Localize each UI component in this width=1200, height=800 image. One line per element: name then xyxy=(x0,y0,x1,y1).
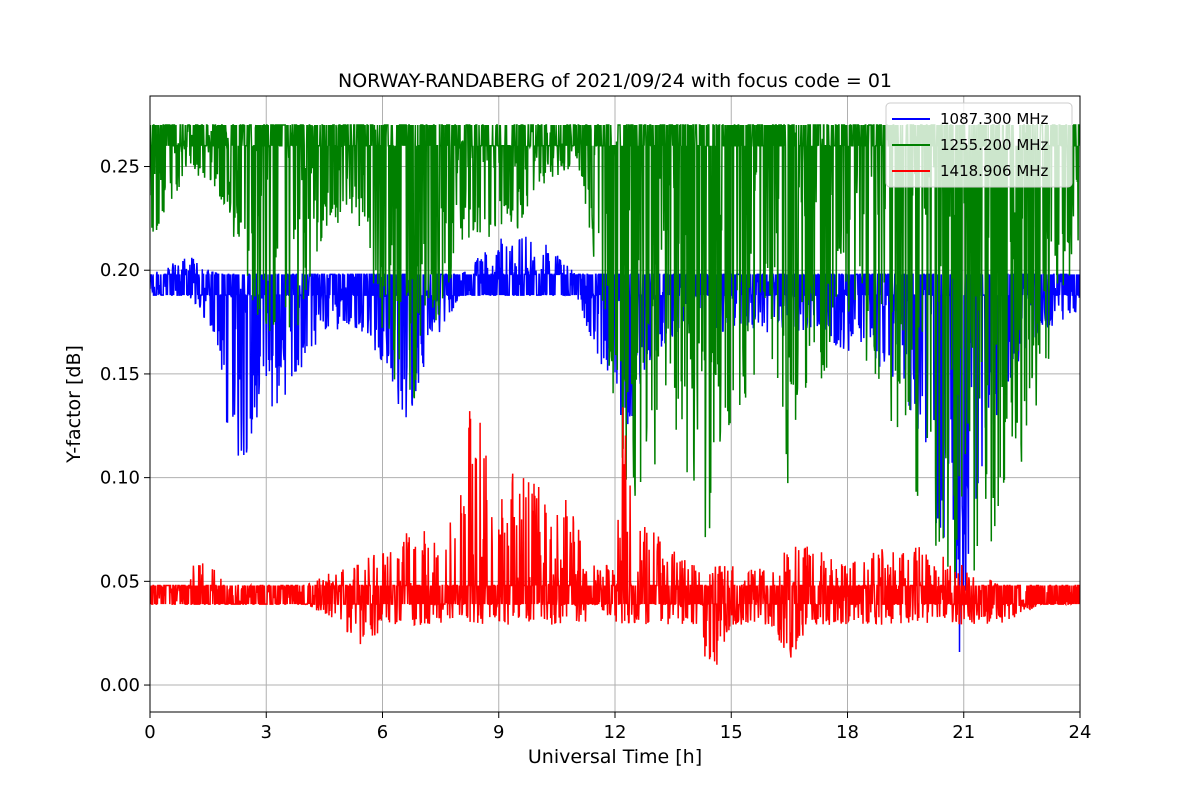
x-tick-label: 9 xyxy=(493,722,504,743)
chart-title: NORWAY-RANDABERG of 2021/09/24 with focu… xyxy=(338,70,892,92)
legend-label: 1087.300 MHz xyxy=(940,110,1049,128)
y-tick-label: 0.00 xyxy=(100,675,140,696)
series-line-2 xyxy=(150,407,1080,665)
y-tick-label: 0.20 xyxy=(100,260,140,281)
y-axis: 0.00 0.05 0.10 0.15 0.20 0.25 xyxy=(100,157,150,696)
y-tick-label: 0.05 xyxy=(100,571,140,592)
legend-label: 1255.200 MHz xyxy=(940,136,1049,154)
y-tick-label: 0.25 xyxy=(100,157,140,178)
y-tick-label: 0.15 xyxy=(100,364,140,385)
legend: 1087.300 MHz 1255.200 MHz 1418.906 MHz xyxy=(885,102,1073,188)
y-tick-label: 0.10 xyxy=(100,468,140,489)
x-tick-label: 0 xyxy=(144,722,155,743)
x-tick-label: 6 xyxy=(377,722,388,743)
x-tick-label: 12 xyxy=(604,722,627,743)
x-tick-label: 18 xyxy=(836,722,859,743)
x-axis-label: Universal Time [h] xyxy=(528,746,702,768)
x-tick-label: 3 xyxy=(261,722,272,743)
x-tick-label: 24 xyxy=(1069,722,1092,743)
legend-label: 1418.906 MHz xyxy=(940,162,1049,180)
legend-box xyxy=(885,102,1073,188)
x-axis: 0 3 6 9 12 15 18 21 24 xyxy=(144,712,1091,743)
y-axis-label: Y-factor [dB] xyxy=(63,345,85,464)
x-tick-label: 21 xyxy=(952,722,975,743)
x-tick-label: 15 xyxy=(720,722,743,743)
series-line-0 xyxy=(150,236,1080,653)
